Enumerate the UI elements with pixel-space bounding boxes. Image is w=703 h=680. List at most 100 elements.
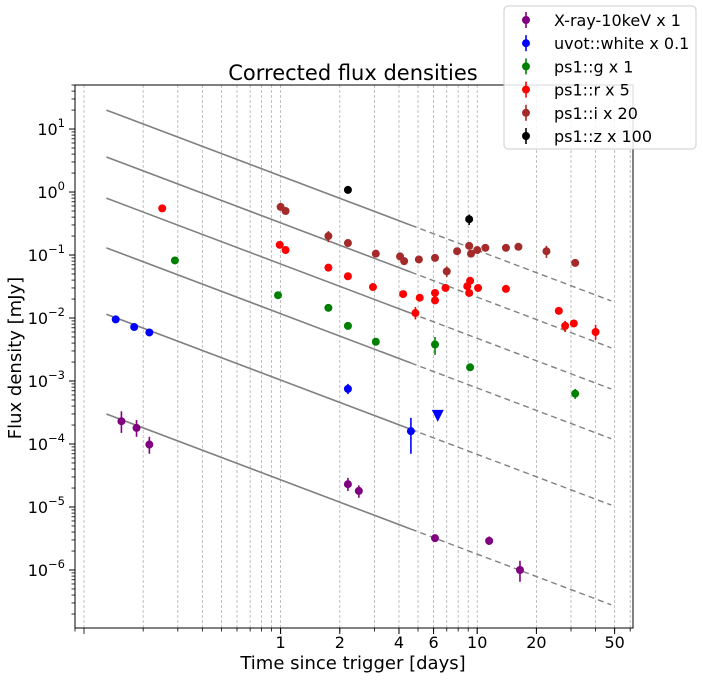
legend-label: ps1::g x 1 <box>554 57 633 76</box>
y-tick-label: 10−3 <box>28 368 65 391</box>
data-point <box>371 249 380 258</box>
legend-marker <box>522 108 530 117</box>
y-tick-label: 10−1 <box>28 242 65 265</box>
data-point <box>473 246 482 255</box>
data-point <box>170 256 179 265</box>
data-point <box>354 486 363 495</box>
data-point <box>343 480 352 489</box>
vertical-grid-lines <box>74 85 631 628</box>
y-tick-label: 10−4 <box>28 431 65 454</box>
data-point <box>343 239 352 248</box>
axis-ticks: 1 2 4 6 10 20 50 10−6 10−5 10−4 10−3 10−2 10−1 100 101 <box>28 84 631 652</box>
data-point <box>569 319 578 328</box>
data-point <box>501 243 510 252</box>
model-lines <box>106 109 612 606</box>
x-tick-label: 2 <box>335 633 345 652</box>
x-tick-label: 6 <box>428 633 438 652</box>
data-point <box>343 321 352 330</box>
data-point <box>591 327 600 336</box>
data-point <box>431 288 440 297</box>
y-tick-label: 100 <box>37 179 65 202</box>
model-line-solid <box>106 413 412 530</box>
model-line-dashed <box>410 224 612 302</box>
data-point <box>411 309 420 318</box>
data-point <box>431 534 440 543</box>
y-tick-label: 101 <box>37 116 65 139</box>
data-point <box>542 247 551 256</box>
data-point <box>485 536 494 545</box>
chart-title: Corrected flux densities <box>228 61 477 85</box>
data-point <box>130 323 139 332</box>
data-point <box>501 284 510 293</box>
legend-marker <box>522 62 530 71</box>
data-point <box>414 255 423 264</box>
y-axis-label: Flux density [mJy] <box>5 277 26 439</box>
y-tick-label: 10−5 <box>28 494 65 517</box>
legend-label: X-ray-10keV x 1 <box>554 11 681 30</box>
x-tick-label: 4 <box>394 633 404 652</box>
data-point <box>399 290 408 299</box>
data-point <box>467 249 476 258</box>
data-point <box>343 185 352 194</box>
legend-marker <box>522 132 530 140</box>
data-point <box>431 340 440 349</box>
data-point <box>368 283 377 292</box>
upper-limit-marker <box>431 409 444 422</box>
legend-marker <box>522 85 530 94</box>
data-point <box>571 389 580 398</box>
data-point <box>465 288 474 297</box>
x-axis-label: Time since trigger [days] <box>239 653 465 674</box>
data-point <box>324 303 333 312</box>
data-point <box>117 417 126 426</box>
data-point <box>111 315 120 324</box>
data-point <box>415 293 424 302</box>
data-point <box>514 242 523 251</box>
data-point <box>324 263 333 272</box>
y-tick-label: 10−6 <box>28 557 65 580</box>
data-point <box>158 204 167 213</box>
plot-area-frame <box>74 84 634 629</box>
data-point <box>406 427 415 436</box>
data-point <box>343 272 352 281</box>
data-point <box>281 206 290 215</box>
data-point <box>561 321 570 330</box>
legend-label: ps1::z x 100 <box>554 127 652 146</box>
legend-label: ps1::i x 20 <box>554 104 638 123</box>
data-point <box>481 243 490 252</box>
model-line-dashed <box>410 362 612 440</box>
data-point <box>281 246 290 255</box>
model-line-solid <box>106 109 412 226</box>
model-line-solid <box>106 156 412 273</box>
data-point <box>453 247 462 256</box>
model-line-dashed <box>410 428 612 506</box>
data-point <box>515 565 524 574</box>
data-point <box>466 276 475 285</box>
data-point <box>571 258 580 267</box>
data-point <box>145 440 154 449</box>
data-point <box>466 363 475 372</box>
data-point <box>274 291 283 300</box>
legend-marker <box>522 16 530 24</box>
legend-box <box>503 5 697 150</box>
data-point <box>442 267 451 276</box>
y-tick-label: 10−2 <box>28 305 65 328</box>
legend-label: ps1::r x 5 <box>554 81 630 100</box>
model-line-solid <box>106 313 412 431</box>
data-points <box>111 185 600 582</box>
x-tick-label: 50 <box>604 633 624 652</box>
x-tick-label: 20 <box>526 633 546 652</box>
data-point <box>465 241 474 250</box>
data-point <box>474 283 483 292</box>
model-line-solid <box>106 247 412 364</box>
data-point <box>275 240 284 249</box>
data-point <box>431 253 440 262</box>
data-point <box>371 337 380 346</box>
data-point <box>465 215 474 224</box>
model-line-dashed <box>410 271 612 349</box>
data-point <box>343 384 352 393</box>
x-tick-label: 1 <box>276 633 286 652</box>
data-point <box>324 232 333 241</box>
data-point <box>132 423 141 432</box>
